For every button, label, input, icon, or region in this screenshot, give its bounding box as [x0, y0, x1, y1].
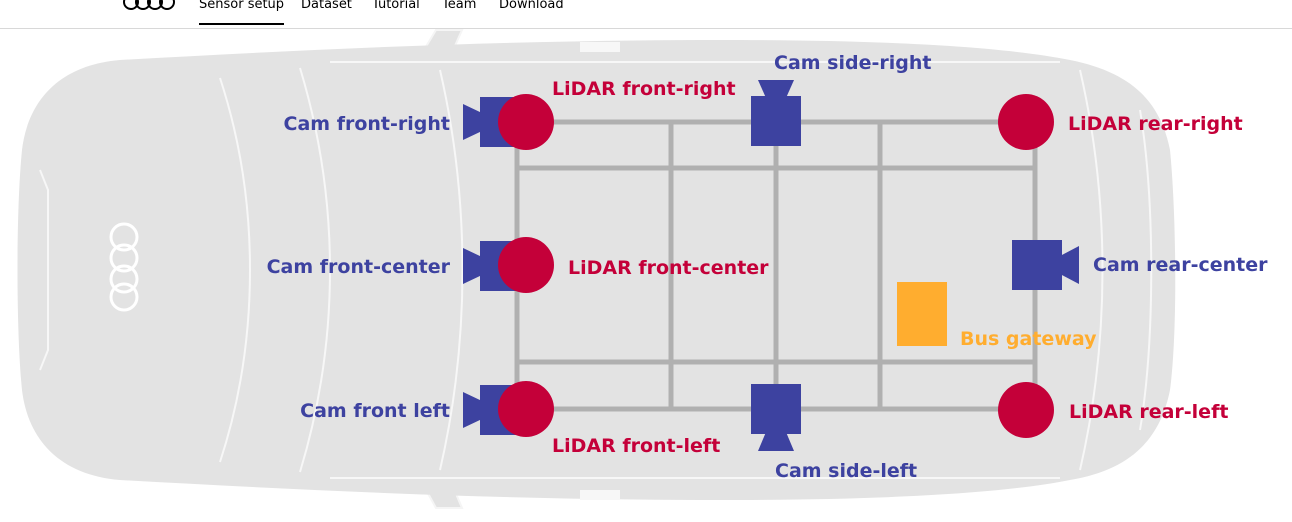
cam-side-left-label: Cam side-left: [775, 460, 917, 482]
cam-rear-center-label: Cam rear-center: [1093, 254, 1268, 276]
top-navigation: Sensor setup Dataset Tutorial Team Downl…: [0, 0, 1292, 29]
nav-tab-team[interactable]: Team: [442, 0, 477, 12]
nav-tab-download[interactable]: Download: [499, 0, 564, 12]
cam-front-right-label: Cam front-right: [284, 113, 450, 135]
lidar-rear-left-label: LiDAR rear-left: [1069, 401, 1228, 423]
bus-gateway-label: Bus gateway: [960, 328, 1097, 350]
four-rings-logo-icon[interactable]: [122, 0, 178, 14]
lidar-front-left-icon[interactable]: [498, 381, 554, 437]
lidar-rear-right-icon[interactable]: [998, 94, 1054, 150]
nav-tab-dataset[interactable]: Dataset: [301, 0, 352, 12]
lidar-front-center-label: LiDAR front-center: [568, 257, 769, 279]
nav-tab-sensor-setup[interactable]: Sensor setup: [199, 0, 285, 25]
nav-tab-tutorial[interactable]: Tutorial: [372, 0, 420, 12]
cam-front-left-label: Cam front left: [300, 400, 450, 422]
lidar-rear-left-icon[interactable]: [998, 382, 1054, 438]
lidar-front-right-icon[interactable]: [498, 94, 554, 150]
hood-rings-logo-icon: [109, 222, 139, 312]
lidar-front-center-icon[interactable]: [498, 237, 554, 293]
cam-rear-center-icon[interactable]: [1012, 240, 1079, 290]
lidar-front-left-label: LiDAR front-left: [552, 435, 720, 457]
bus-gateway-icon[interactable]: [897, 282, 947, 346]
cam-side-right-icon[interactable]: [751, 80, 801, 146]
cam-front-center-label: Cam front-center: [267, 256, 451, 278]
lidar-front-right-label: LiDAR front-right: [552, 78, 736, 100]
cam-side-left-icon[interactable]: [751, 384, 801, 451]
cam-side-right-label: Cam side-right: [774, 52, 931, 74]
lidar-rear-right-label: LiDAR rear-right: [1068, 113, 1243, 135]
car-top-view-icon: [17, 29, 1176, 509]
sensor-setup-diagram: Cam front-right Cam front-center Cam fro…: [17, 29, 1268, 509]
